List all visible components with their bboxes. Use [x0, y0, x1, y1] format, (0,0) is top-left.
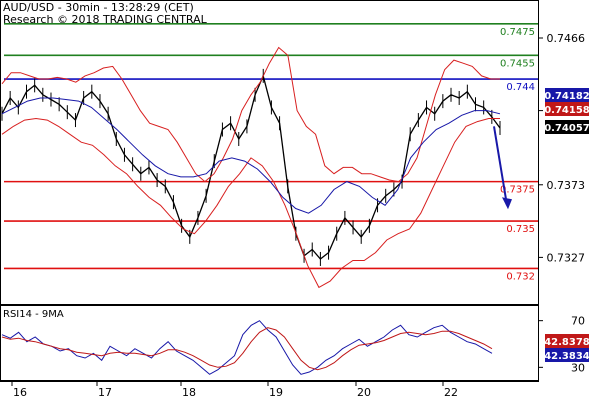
rsi-ma-line [1, 327, 493, 371]
price-tag-label: 0.74182 [544, 91, 590, 102]
rsi-y-tick-label: 70 [571, 315, 585, 328]
rsi-tag-label: 42.3834 [544, 351, 590, 362]
price-tag-label: 0.74057 [544, 123, 590, 134]
price-line [1, 73, 501, 260]
level-label: 0.744 [506, 82, 535, 93]
x-tick-label: 17 [98, 386, 112, 399]
rsi-panel [0, 305, 539, 381]
level-label: 0.732 [506, 271, 535, 282]
price-tag [545, 120, 589, 134]
band-line [1, 117, 500, 289]
x-tick-label: 22 [444, 386, 458, 399]
rsi-tag-label: 42.8378 [544, 337, 590, 348]
chart-credit: Research © 2018 TRADING CENTRAL [3, 13, 208, 26]
price-tag [545, 88, 589, 102]
forecast-arrow [493, 126, 508, 206]
x-tick-label: 16 [13, 386, 27, 399]
band-line [1, 97, 501, 214]
band-line [1, 46, 500, 183]
x-tick-label: 19 [269, 386, 283, 399]
y-tick-label: 0.7466 [547, 32, 586, 45]
x-tick-label: 20 [357, 386, 371, 399]
rsi-y-tick-label: 30 [571, 361, 585, 374]
rsi-line [1, 320, 493, 375]
rsi-tag [545, 334, 589, 348]
chart-title: AUD/USD - 30min - 13:28:29 (CET) [3, 1, 194, 14]
y-tick-label: 0.7327 [547, 251, 586, 264]
x-tick-label: 18 [182, 386, 196, 399]
level-label: 0.7375 [500, 185, 535, 196]
level-label: 0.7455 [500, 58, 535, 69]
price-tag-label: 0.74158 [544, 105, 590, 116]
price-panel [0, 0, 539, 305]
price-tag [545, 102, 589, 116]
level-label: 0.7475 [500, 27, 535, 38]
rsi-tag [545, 348, 589, 362]
rsi-title: RSI14 - 9MA [3, 309, 64, 320]
y-tick-label: 0.7373 [547, 179, 586, 192]
level-label: 0.735 [506, 224, 535, 235]
forecast-arrow-head [502, 197, 512, 210]
